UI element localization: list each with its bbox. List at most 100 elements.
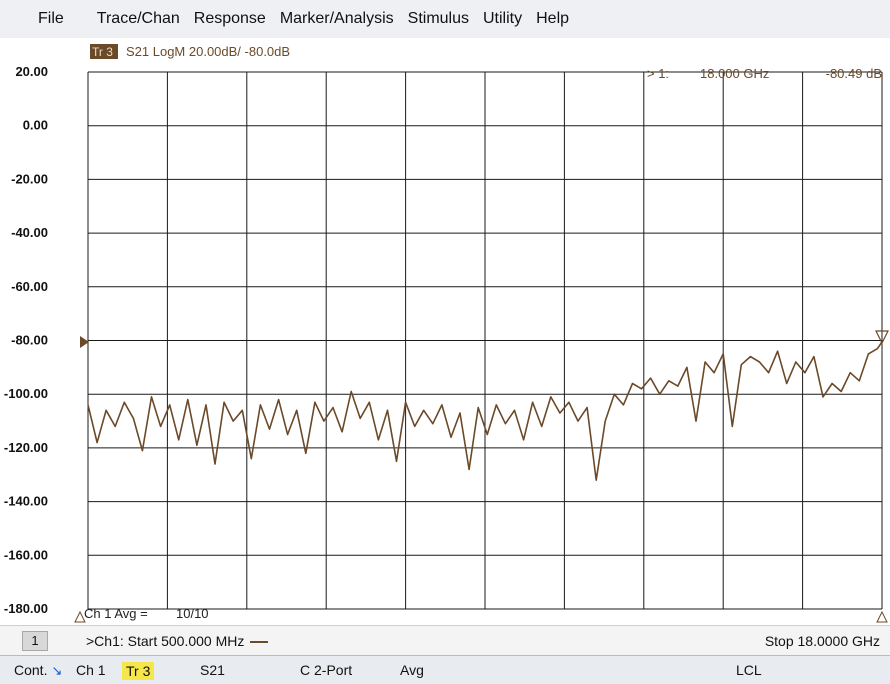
measurement-plot[interactable]: 20.00 0.00 -20.00 -40.00 -60.00 -80.00 -100.00… <box>0 38 890 625</box>
trace-point <box>595 479 597 481</box>
status-cont-group[interactable]: Cont. ↘ <box>14 662 62 679</box>
trace-point <box>250 458 252 460</box>
avg-value: 10/10 <box>176 606 209 621</box>
trace-point <box>740 364 742 366</box>
trace-point <box>822 396 824 398</box>
status-parameter[interactable]: S21 <box>200 662 225 678</box>
chart: 20.00 0.00 -20.00 -40.00 -60.00 -80.00 -100.00… <box>4 44 889 623</box>
y-tick-label: -40.00 <box>11 225 48 240</box>
trace-point <box>513 409 516 411</box>
status-cont: Cont. <box>14 662 48 678</box>
trace-point <box>695 420 697 422</box>
trace-point <box>432 423 434 425</box>
status-bar: Cont. ↘ Ch 1 Tr 3 S21 C 2-Port Avg LCL <box>0 655 890 684</box>
trace-point <box>423 409 425 411</box>
trace-point <box>441 404 443 406</box>
trace-point <box>187 398 189 401</box>
trace-point <box>686 366 688 368</box>
avg-label: Ch 1 Avg = <box>84 606 148 621</box>
trace-color-swatch <box>250 641 269 644</box>
marker-frequency: 18.000 GHz <box>700 66 769 81</box>
trace-point <box>150 396 153 398</box>
trace-point <box>459 412 461 414</box>
trace-point <box>522 439 525 441</box>
trace-point <box>287 433 289 436</box>
y-axis-labels: 20.00 0.00 -20.00 -40.00 -60.00 -80.00 -100.00… <box>4 64 48 616</box>
channel-number-box[interactable]: 1 <box>22 631 48 651</box>
status-channel[interactable]: Ch 1 <box>76 662 106 678</box>
menu-file[interactable]: File <box>38 10 64 27</box>
trace-point <box>749 356 752 358</box>
trace-point <box>713 372 715 374</box>
trace-point <box>414 425 416 428</box>
trace-point <box>568 401 570 403</box>
trace-point <box>96 441 98 444</box>
status-remote: LCL <box>736 662 762 678</box>
menu-help[interactable]: Help <box>536 10 570 27</box>
trace-point <box>813 356 815 358</box>
trace-point <box>296 409 298 411</box>
trace-point <box>477 407 479 409</box>
trace-point <box>314 401 316 403</box>
reference-level-arrow-icon[interactable] <box>80 336 89 348</box>
menu-bar: File Trace/Chan Response Marker/Analysis… <box>0 0 890 39</box>
trace-point <box>468 468 470 470</box>
start-marker-icon <box>74 610 86 623</box>
y-tick-label: -80.00 <box>11 333 48 348</box>
trace-point <box>486 433 488 436</box>
trace-point <box>858 380 860 382</box>
sweep-arrow-icon: ↘ <box>51 663 63 678</box>
trace-point <box>631 382 634 385</box>
status-average[interactable]: Avg <box>400 662 424 678</box>
marker-value: -80.49 dB <box>826 66 882 81</box>
menu-trace-chan[interactable]: Trace/Chan <box>96 10 180 27</box>
trace-point <box>178 439 180 441</box>
trace-point <box>450 436 452 438</box>
trace-point <box>232 420 234 422</box>
trace-point <box>622 404 624 406</box>
channel-stimulus-line: 1 >Ch1: Start 500.000 MHz Stop 18.0000 G… <box>0 625 890 656</box>
trace-point <box>650 377 652 379</box>
trace-point <box>223 401 225 403</box>
trace-point <box>350 390 352 393</box>
trace-point <box>123 401 125 403</box>
trace-badge[interactable] <box>90 44 118 59</box>
y-tick-label: -160.00 <box>4 547 48 562</box>
status-calibration[interactable]: C 2-Port <box>300 662 353 678</box>
trace-point <box>332 407 334 409</box>
trace-point <box>758 361 761 363</box>
menu-utility[interactable]: Utility <box>483 10 523 27</box>
trace-point <box>532 401 534 403</box>
trace-point <box>786 382 788 385</box>
trace-point <box>831 382 833 385</box>
trace-point <box>159 425 162 428</box>
trace-point <box>849 372 851 374</box>
trace-point <box>677 385 679 387</box>
trace-point <box>169 404 171 406</box>
trace-point <box>550 396 552 398</box>
trace-point <box>840 390 842 393</box>
grid <box>87 71 883 610</box>
trace-point <box>196 444 198 446</box>
y-tick-label: -20.00 <box>11 171 48 186</box>
trace-point <box>541 425 543 428</box>
trace-point <box>867 353 869 355</box>
menu-marker-analysis[interactable]: Marker/Analysis <box>279 10 394 27</box>
y-tick-label: 0.00 <box>23 118 48 133</box>
trace-point <box>577 420 579 422</box>
trace-point <box>722 353 724 355</box>
start-frequency-group: >Ch1: Start 500.000 MHz <box>86 633 269 649</box>
menu-response[interactable]: Response <box>193 10 266 27</box>
start-frequency: >Ch1: Start 500.000 MHz <box>86 633 245 649</box>
trace-point <box>405 401 407 403</box>
trace-point <box>804 372 806 374</box>
trace-point <box>105 409 107 411</box>
trace-point <box>114 425 116 428</box>
trace-point <box>259 404 262 406</box>
status-trace[interactable]: Tr 3 <box>122 662 155 680</box>
trace-point <box>795 361 797 363</box>
trace-point <box>386 409 389 411</box>
y-tick-label: -60.00 <box>11 279 48 294</box>
marker-triangle-icon[interactable] <box>875 330 889 345</box>
menu-stimulus[interactable]: Stimulus <box>407 10 469 27</box>
